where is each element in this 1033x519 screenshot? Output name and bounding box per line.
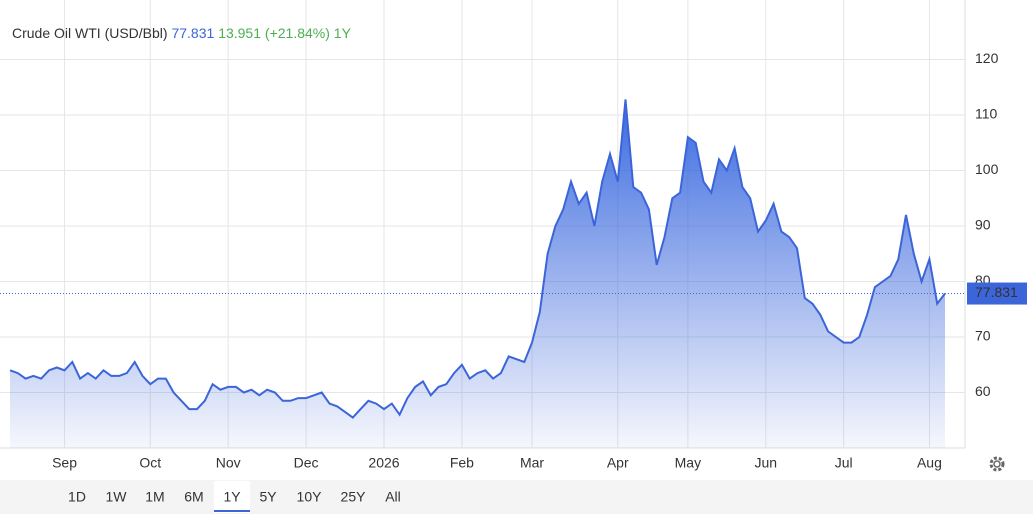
x-tick-label: Feb [450,455,474,471]
x-tick-label: Sep [52,455,77,471]
y-tick-label: 70 [975,328,991,344]
x-tick-label: Jun [755,455,778,471]
change: 13.951 [218,25,261,41]
x-tick-label: May [675,455,701,471]
y-tick-label: 110 [975,106,998,122]
x-tick-label: Apr [607,455,629,471]
range-button[interactable]: 1M [145,489,164,505]
y-tick-label: 60 [975,383,991,399]
range-button[interactable]: 10Y [297,489,323,505]
y-tick-label: 120 [975,50,999,66]
last-price: 77.831 [171,25,214,41]
range-button[interactable]: 25Y [341,489,367,505]
range-button[interactable]: All [385,489,401,505]
line [9,99,946,419]
y-tick-label: 90 [975,217,991,233]
change-percent: (+21.84%) [265,25,330,41]
x-tick-label: Mar [520,455,544,471]
last-price-box [967,282,1027,305]
settings-icon[interactable] [989,456,1005,472]
range-bar [0,480,1033,514]
x-tick-label: Nov [216,455,241,471]
range-selected-bg [214,481,250,513]
range-button[interactable]: 1W [106,489,128,505]
range-button[interactable]: 1Y [223,489,241,505]
chart-title: Crude Oil WTI (USD/Bbl) [12,25,168,41]
x-tick-label: Oct [139,455,161,471]
range-button[interactable]: 5Y [259,489,277,505]
range-button[interactable]: 1D [68,489,86,505]
period: 1Y [334,25,352,41]
x-tick-label: Aug [917,455,942,471]
last-price-label: 77.831 [975,284,1018,300]
x-tick-label: Jul [835,455,853,471]
area [10,99,945,448]
range-button[interactable]: 6M [184,489,203,505]
x-tick-label: 2026 [368,455,399,471]
header: Crude Oil WTI (USD/Bbl) 77.831 13.951 (+… [12,25,352,41]
x-tick-label: Dec [294,455,319,471]
y-tick-label: 100 [975,161,999,177]
